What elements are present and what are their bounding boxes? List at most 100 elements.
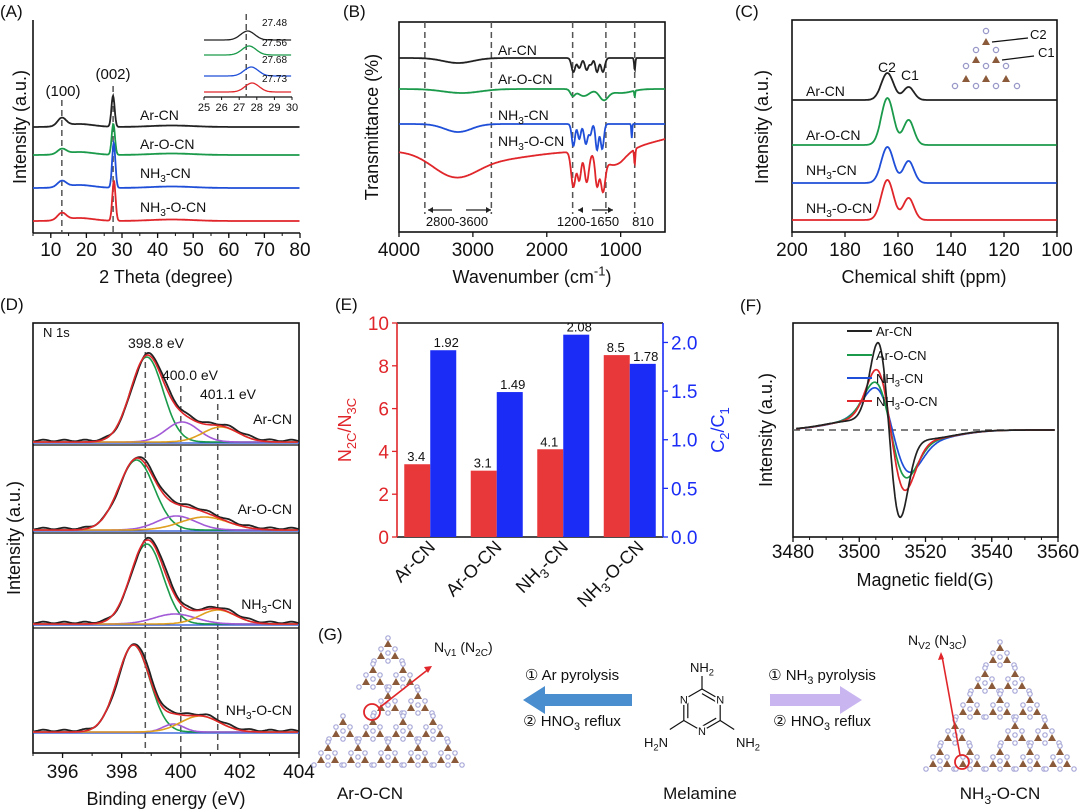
atom-mask — [714, 694, 726, 705]
nitrogen-atom — [415, 710, 421, 716]
carbon-atom — [362, 678, 370, 685]
peak-label: C1 — [901, 67, 919, 83]
atom-mask — [696, 725, 708, 737]
series-label: NH3-CN — [806, 162, 857, 182]
nitrogen-atom — [1034, 754, 1040, 760]
carbon-atom — [1026, 748, 1034, 755]
x-tick-label: 80 — [289, 240, 310, 261]
nitrogen-atom — [311, 762, 317, 768]
nitrogen-atom — [437, 724, 443, 730]
ftir-curve-2 — [399, 123, 665, 152]
carbon-atom — [966, 748, 974, 755]
nh3-o-cn-lattice — [923, 639, 1077, 772]
carbon-atom — [1004, 682, 1012, 689]
nitrogen-atom — [431, 762, 437, 768]
nitrogen-atom — [1049, 728, 1055, 734]
nitrogen-atom — [972, 46, 980, 54]
carbon-atom — [988, 682, 996, 689]
x-ticks: 200 180 160 140 120 100 — [776, 232, 1073, 261]
panel-c-axes — [791, 19, 1058, 233]
amine-label-top: NH2 — [690, 660, 714, 678]
inset-tick-label: 27 — [233, 102, 245, 114]
carbon-atom — [943, 760, 951, 767]
vacancy-label-left: NV1 (N2C) — [434, 639, 493, 659]
category-label: Ar-O-CN — [442, 537, 506, 601]
carbon-atom — [391, 756, 399, 763]
carbon-atom — [981, 670, 989, 677]
carbon-atom — [324, 744, 332, 751]
carbon-atom — [996, 748, 1004, 755]
plot-frame — [32, 322, 300, 754]
x-ticks: 4000 3000 2000 1000 — [378, 232, 642, 261]
bond — [719, 719, 735, 731]
nitrogen-atom — [459, 762, 465, 768]
nitrogen-atom — [378, 698, 384, 704]
xps-spectrum-2: NH3-CN — [33, 536, 300, 626]
inset-peak-label: 27.73 — [262, 74, 287, 85]
series-label: NH3-O-CN — [226, 702, 292, 722]
carbon-atom — [936, 748, 944, 755]
y-axis-title: Intensity (a.u.) — [756, 373, 776, 487]
x-axis-title: Wavenumber (cm-1) — [453, 263, 612, 287]
carbon-atom — [391, 652, 399, 659]
nitrogen-atom — [1057, 766, 1063, 772]
carbon-atom — [347, 756, 355, 763]
product-label-left: Ar-O-CN — [337, 784, 403, 803]
carbon-atom — [369, 666, 377, 673]
carbon-atom — [391, 704, 399, 711]
nitrogen-atom — [1042, 740, 1048, 746]
x-tick-label: 3480 — [772, 542, 814, 563]
nitrogen-atom — [415, 687, 421, 693]
carbon-atom — [974, 682, 982, 689]
carbon-atom — [1056, 748, 1064, 755]
nitrogen-atom — [930, 754, 936, 760]
region-label: N 1s — [43, 325, 70, 340]
x-tick-label: 50 — [183, 240, 204, 261]
raw-data — [34, 456, 300, 531]
nitrogen-atom — [400, 713, 406, 719]
arrow-head-icon — [938, 652, 944, 660]
carbon-atom — [1019, 708, 1027, 715]
nitrogen-atom — [445, 739, 451, 745]
x-axis-title: Magnetic field(G) — [856, 570, 993, 590]
right-tick-label: 0.5 — [671, 479, 697, 500]
panel-label-d: (D) — [0, 295, 24, 314]
carbon-atom — [959, 760, 967, 767]
nitrogen-atom — [371, 762, 377, 768]
x-ticks: 10 20 30 40 50 60 70 80 — [32, 233, 311, 261]
nitrogen-atom — [385, 635, 391, 641]
nitrogen-atom — [997, 654, 1003, 660]
x-tick-label: 140 — [935, 240, 967, 261]
nitrogen-atom — [1042, 732, 1048, 738]
vacancy-arrow — [378, 667, 431, 709]
energy-label: 401.1 eV — [200, 386, 257, 402]
x-ticks: 396 398 400 402 404 — [32, 753, 315, 783]
carbon-atom — [339, 718, 347, 725]
nitrogen-atom — [385, 702, 391, 708]
carbon-atom — [1026, 696, 1034, 703]
series-label: Ar-O-CN — [238, 501, 292, 517]
left-y-axis-title: N2C/N3C — [335, 398, 359, 462]
nitrogen-atom — [1027, 766, 1033, 772]
nmr-curve-1 — [792, 96, 1057, 146]
x-tick-label: 100 — [1041, 240, 1073, 261]
x-tick-label: 3520 — [904, 542, 946, 563]
inset-atom-label: C2 — [1030, 27, 1047, 42]
ftir-curve-1 — [399, 88, 665, 102]
series-label: NH3-CN — [498, 107, 549, 127]
nitrogen-atom — [1027, 691, 1033, 697]
nitrogen-atom — [1020, 702, 1026, 708]
carbon-atom — [384, 640, 392, 647]
raw-data — [34, 351, 300, 443]
nitrogen-atom — [423, 724, 429, 730]
nitrogen-atom — [1027, 743, 1033, 749]
nitrogen-atom — [400, 661, 406, 667]
inset-tick-label: 29 — [268, 102, 280, 114]
fit-envelope — [33, 457, 298, 531]
series-label: Ar-O-CN — [498, 71, 552, 87]
series-label: NH3-CN — [140, 165, 191, 185]
nitrogen-atom — [400, 728, 406, 734]
nitrogen-atom — [347, 724, 353, 730]
nitrogen-atom — [430, 713, 436, 719]
nitrogen-atom — [415, 762, 421, 768]
